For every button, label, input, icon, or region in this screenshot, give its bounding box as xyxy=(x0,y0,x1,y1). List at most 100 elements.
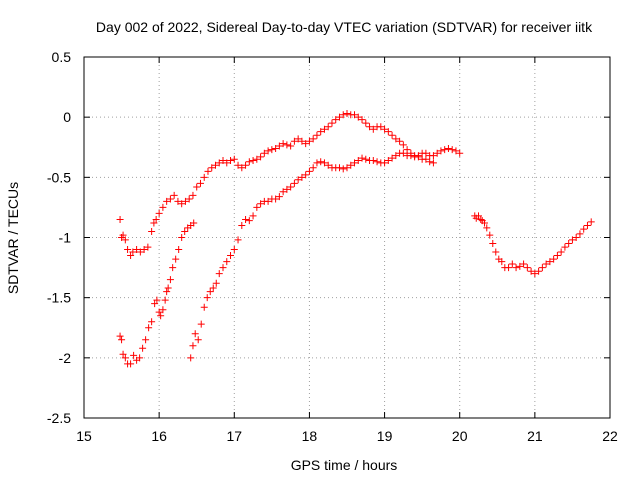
data-point xyxy=(249,212,257,220)
data-point xyxy=(320,159,328,167)
data-point xyxy=(576,230,584,238)
data-point xyxy=(142,336,150,344)
data-point xyxy=(283,185,291,193)
y-tick-label: -2 xyxy=(59,350,72,366)
data-point xyxy=(492,248,500,256)
data-point xyxy=(553,252,561,260)
data-point xyxy=(119,231,127,239)
data-point xyxy=(155,308,163,316)
data-point xyxy=(583,221,591,229)
data-point xyxy=(203,294,211,302)
data-point xyxy=(279,188,287,196)
data-point xyxy=(191,330,199,338)
data-point xyxy=(362,119,370,127)
data-point xyxy=(523,264,531,272)
data-point xyxy=(381,159,389,167)
data-point xyxy=(139,344,147,352)
data-point xyxy=(219,264,227,272)
data-point xyxy=(546,258,554,266)
data-point xyxy=(161,296,169,304)
data-point xyxy=(369,125,377,133)
data-point xyxy=(238,164,246,172)
data-point xyxy=(116,332,124,340)
data-point xyxy=(396,137,404,145)
data-point xyxy=(275,193,283,201)
data-point xyxy=(174,197,182,205)
data-point xyxy=(206,288,214,296)
series-track-2 xyxy=(116,219,198,368)
x-tick-label: 20 xyxy=(452,428,468,444)
data-point xyxy=(253,203,261,211)
data-point xyxy=(343,110,351,118)
data-point xyxy=(275,142,283,150)
data-point xyxy=(384,156,392,164)
data-point xyxy=(175,246,183,254)
data-point xyxy=(181,227,189,235)
data-point xyxy=(369,156,377,164)
data-point xyxy=(130,351,138,359)
data-point xyxy=(557,248,565,256)
data-point xyxy=(170,191,178,199)
data-point xyxy=(516,262,524,270)
data-point xyxy=(399,149,407,157)
data-point xyxy=(339,165,347,173)
y-tick-label: -2.5 xyxy=(47,410,71,426)
data-point xyxy=(227,252,235,260)
y-tick-label: -0.5 xyxy=(47,169,71,185)
data-point xyxy=(260,149,268,157)
data-point xyxy=(118,336,126,344)
data-point xyxy=(429,152,437,160)
data-point xyxy=(159,306,167,314)
data-point xyxy=(358,154,366,162)
data-point xyxy=(166,276,174,284)
data-point xyxy=(152,215,160,223)
data-point xyxy=(309,135,317,143)
data-point xyxy=(317,128,325,136)
data-point xyxy=(268,146,276,154)
chart-title: Day 002 of 2022, Sidereal Day-to-day VTE… xyxy=(96,19,593,35)
x-tick-label: 16 xyxy=(151,428,167,444)
data-point xyxy=(200,173,208,181)
data-point xyxy=(483,224,491,232)
data-point xyxy=(144,243,152,251)
data-point xyxy=(298,137,306,145)
data-point xyxy=(121,236,129,244)
data-point xyxy=(219,156,227,164)
data-point xyxy=(448,146,456,154)
data-point xyxy=(185,195,193,203)
data-point xyxy=(287,183,295,191)
data-point xyxy=(164,284,172,292)
data-point xyxy=(127,360,135,368)
data-point xyxy=(157,312,165,320)
y-axis-title: SDTVAR / TECUs xyxy=(5,182,21,294)
data-point xyxy=(148,318,156,326)
data-point xyxy=(193,183,201,191)
data-point xyxy=(148,227,156,235)
data-point xyxy=(542,260,550,268)
data-point xyxy=(437,147,445,155)
data-point xyxy=(388,154,396,162)
data-point xyxy=(456,149,464,157)
data-point xyxy=(561,243,569,251)
data-point xyxy=(298,173,306,181)
data-point xyxy=(452,147,460,155)
data-point xyxy=(362,155,370,163)
data-point xyxy=(116,215,124,223)
data-point xyxy=(354,113,362,121)
data-point xyxy=(208,164,216,172)
data-point xyxy=(150,219,158,227)
data-point xyxy=(124,246,132,254)
data-point xyxy=(305,137,313,145)
data-point xyxy=(155,209,163,217)
data-point xyxy=(568,236,576,244)
x-axis-title: GPS time / hours xyxy=(291,457,398,473)
data-point xyxy=(498,258,506,266)
data-point xyxy=(290,137,298,145)
data-point xyxy=(136,354,144,362)
data-point xyxy=(403,146,411,154)
data-points xyxy=(116,110,595,368)
data-point xyxy=(187,354,195,362)
x-tick-label: 18 xyxy=(302,428,318,444)
data-point xyxy=(230,155,238,163)
